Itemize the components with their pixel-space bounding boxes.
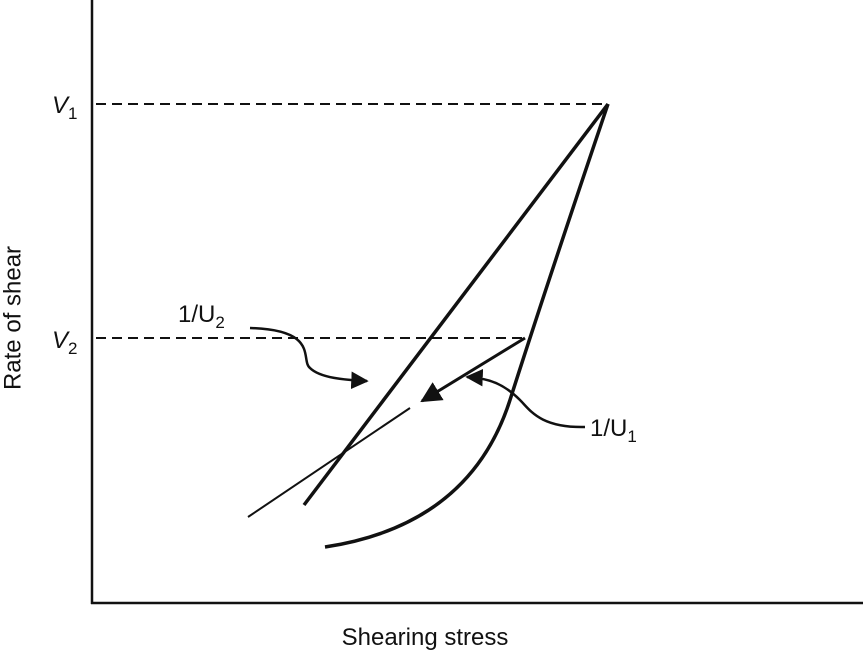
label-part: V bbox=[52, 92, 70, 119]
label-part: 2 bbox=[215, 313, 224, 332]
label-part: V bbox=[52, 327, 70, 354]
u2-pointer bbox=[249, 326, 369, 390]
v1-label: V1 bbox=[52, 92, 77, 123]
label-part: 1/U bbox=[590, 415, 627, 442]
diagram-lines bbox=[90, 0, 863, 605]
label-part: 1 bbox=[627, 427, 636, 446]
up-curve bbox=[302, 102, 610, 507]
u2-label: 1/U2 bbox=[178, 301, 225, 332]
label-part: 2 bbox=[68, 339, 77, 358]
label-part: 1 bbox=[68, 104, 77, 123]
y-axis-label: Rate of shear bbox=[0, 246, 26, 390]
x-axis-label: Shearing stress bbox=[342, 624, 509, 651]
tangent-u2 bbox=[247, 407, 411, 518]
label-part: 1/U bbox=[178, 301, 215, 328]
u1-pointer bbox=[465, 368, 586, 429]
v2-label: V2 bbox=[52, 327, 77, 358]
down-curve bbox=[324, 103, 610, 549]
u1-label: 1/U1 bbox=[590, 415, 637, 446]
